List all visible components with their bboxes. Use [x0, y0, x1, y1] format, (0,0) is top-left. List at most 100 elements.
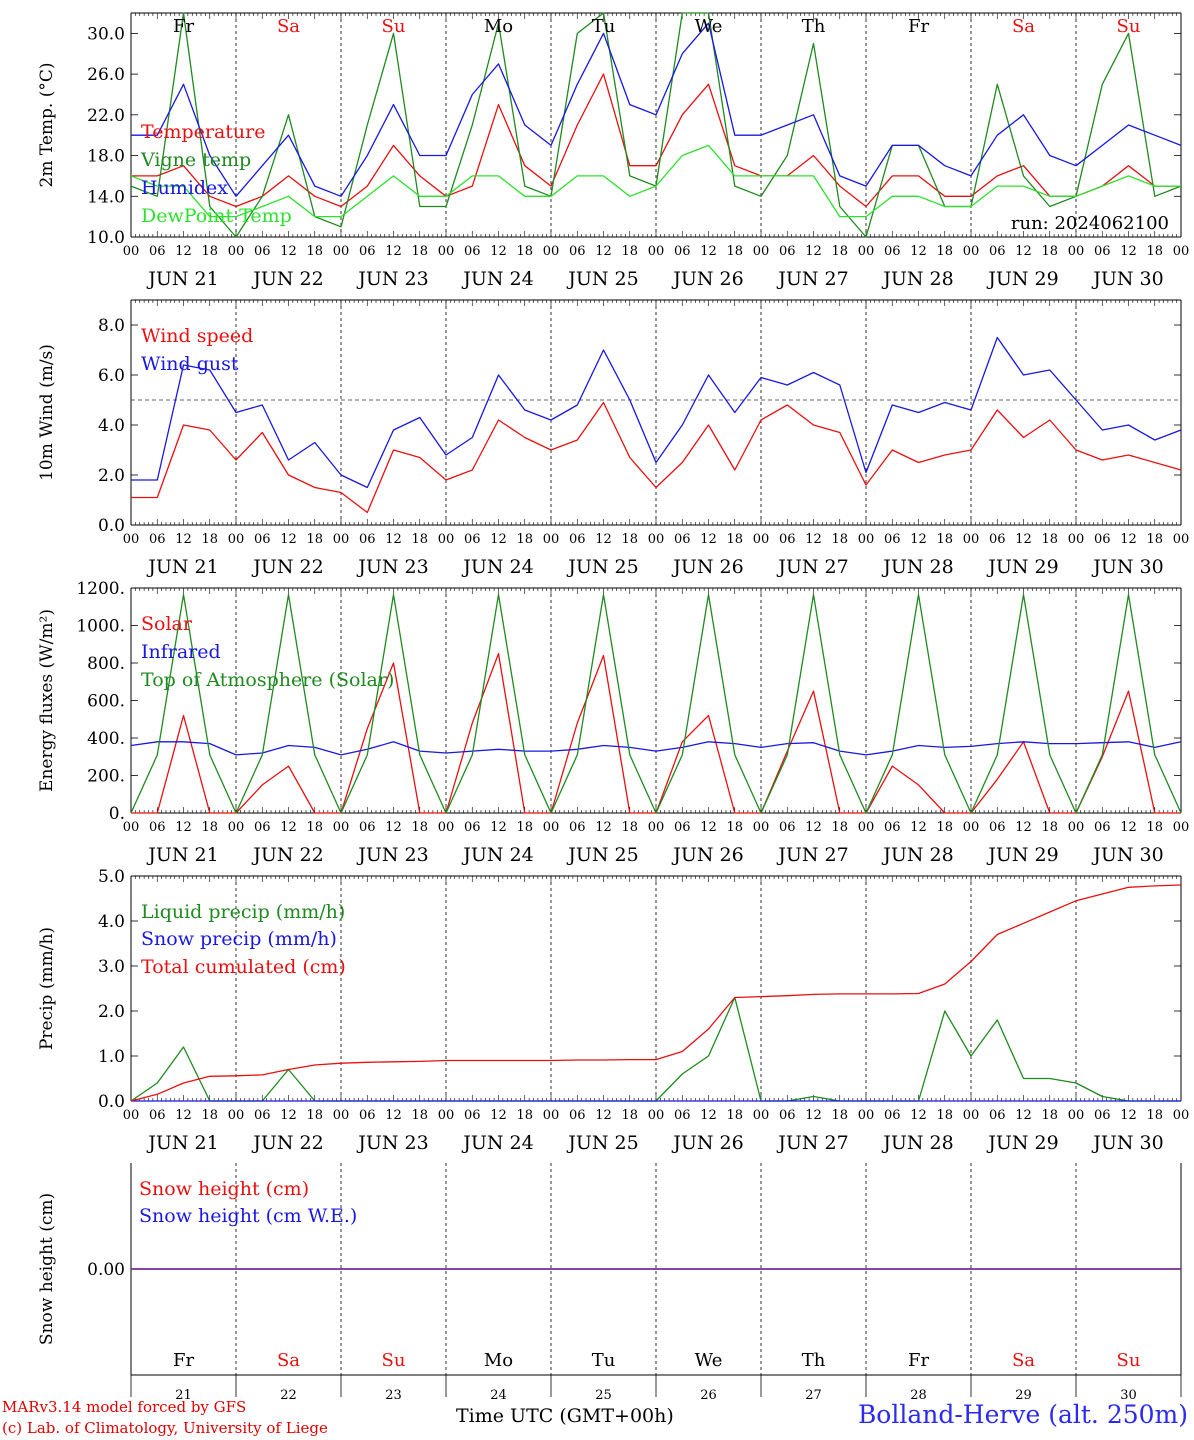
legend-entry: Solar: [141, 613, 193, 635]
hour-label: 12: [490, 820, 507, 835]
hour-label: 06: [884, 1108, 901, 1123]
y-tick-label: 18.0: [87, 147, 125, 167]
hour-label: 18: [936, 1108, 953, 1123]
hour-label: 00: [753, 820, 770, 835]
hour-label: 12: [280, 244, 297, 259]
day-name-label: We: [695, 16, 723, 37]
hour-label: 06: [254, 532, 271, 547]
hour-label: 12: [490, 244, 507, 259]
hour-label: 06: [254, 1108, 271, 1123]
hour-label: 00: [1173, 820, 1190, 835]
day-name-label: Tu: [592, 16, 616, 37]
hour-label: 18: [831, 1108, 848, 1123]
hour-label: 00: [1173, 532, 1190, 547]
date-label: JUN 21: [146, 844, 218, 866]
date-label: JUN 24: [461, 1132, 533, 1154]
hour-label: 00: [333, 532, 350, 547]
date-label: JUN 26: [671, 1132, 743, 1154]
credit-line-2: (c) Lab. of Climatology, University of L…: [2, 1419, 328, 1437]
y-tick-label: 4.0: [98, 416, 125, 436]
y-tick-label: 0.0: [98, 516, 125, 536]
y-tick-label: 1.0: [98, 1047, 125, 1067]
hour-label: 00: [543, 1108, 560, 1123]
hour-label: 12: [700, 244, 717, 259]
date-label: JUN 28: [881, 556, 953, 578]
y-tick-label: 600.: [87, 692, 125, 712]
day-name-label: Su: [1117, 1350, 1141, 1371]
date-label: JUN 23: [356, 268, 428, 290]
y-tick-label: 8.0: [98, 316, 125, 336]
hour-label: 00: [123, 1108, 140, 1123]
hour-label: 18: [306, 820, 323, 835]
date-label: JUN 29: [986, 1132, 1058, 1154]
series-line: [130, 12, 1182, 238]
hour-label: 00: [1173, 1108, 1190, 1123]
hour-label: 00: [753, 244, 770, 259]
day-name-label: Su: [382, 16, 406, 37]
hour-label: 00: [858, 532, 875, 547]
hour-label: 18: [201, 532, 218, 547]
hour-label: 18: [726, 244, 743, 259]
station-name: Bolland-Herve (alt. 250m): [857, 1400, 1188, 1429]
legend-entry: Infrared: [141, 641, 221, 663]
hour-label: 06: [674, 820, 691, 835]
date-label: JUN 26: [671, 556, 743, 578]
hour-label: 00: [333, 820, 350, 835]
series-line: [131, 22, 1182, 197]
hour-label: 06: [464, 1108, 481, 1123]
hour-label: 12: [1120, 244, 1137, 259]
day-name-label: Sa: [1012, 16, 1035, 37]
hour-label: 06: [254, 244, 271, 259]
hour-label: 12: [700, 1108, 717, 1123]
date-label: JUN 23: [356, 556, 428, 578]
time-axis-label: Time UTC (GMT+00h): [456, 1405, 674, 1427]
hour-label: 00: [123, 244, 140, 259]
date-label: JUN 25: [566, 844, 638, 866]
hour-label: 12: [910, 1108, 927, 1123]
hour-label: 12: [1015, 532, 1032, 547]
day-name-label: Su: [382, 1350, 406, 1371]
series-line: [130, 996, 1181, 1102]
date-label: JUN 29: [986, 268, 1058, 290]
panel-5: 0.00 Snow height (cm) Snow height (cm) Snow…: [37, 1163, 1182, 1403]
hour-label: 06: [569, 244, 586, 259]
series-line: [130, 593, 1182, 814]
day-number-label: 26: [700, 1388, 717, 1403]
hour-label: 12: [595, 244, 612, 259]
legend-entry: Temperature: [141, 121, 265, 143]
date-label: JUN 29: [986, 844, 1058, 866]
hour-label: 12: [175, 244, 192, 259]
date-label: JUN 29: [986, 556, 1058, 578]
series-line: [131, 401, 1182, 514]
hour-label: 12: [805, 1108, 822, 1123]
hour-label: 00: [963, 244, 980, 259]
y-tick-label: 0.0: [98, 1092, 125, 1112]
y-tick-label: 30.0: [87, 24, 125, 44]
series-line: [130, 884, 1182, 1102]
hour-label: 00: [753, 532, 770, 547]
hour-label: 00: [963, 532, 980, 547]
hour-label: 12: [1120, 820, 1137, 835]
hour-label: 06: [359, 532, 376, 547]
hour-label: 06: [779, 1108, 796, 1123]
hour-label: 00: [438, 820, 455, 835]
legend-entry: Snow height (cm W.E.): [139, 1205, 357, 1227]
legend-entry: Snow precip (mm/h): [141, 928, 337, 950]
hour-label: 12: [805, 244, 822, 259]
date-label: JUN 30: [1091, 844, 1163, 866]
legend-entry: DewPoint Temp: [141, 205, 292, 227]
date-label: JUN 22: [251, 268, 323, 290]
y-tick-label: 26.0: [87, 65, 125, 85]
hour-label: 00: [123, 820, 140, 835]
day-number-label: 29: [1015, 1388, 1032, 1403]
hour-label: 00: [438, 532, 455, 547]
hour-label: 18: [306, 532, 323, 547]
hour-label: 00: [1068, 1108, 1085, 1123]
hour-label: 06: [569, 1108, 586, 1123]
hour-label: 18: [726, 820, 743, 835]
hour-label: 18: [516, 1108, 533, 1123]
y-tick-label: 10.0: [87, 228, 125, 248]
hour-label: 00: [333, 244, 350, 259]
hour-label: 00: [543, 532, 560, 547]
